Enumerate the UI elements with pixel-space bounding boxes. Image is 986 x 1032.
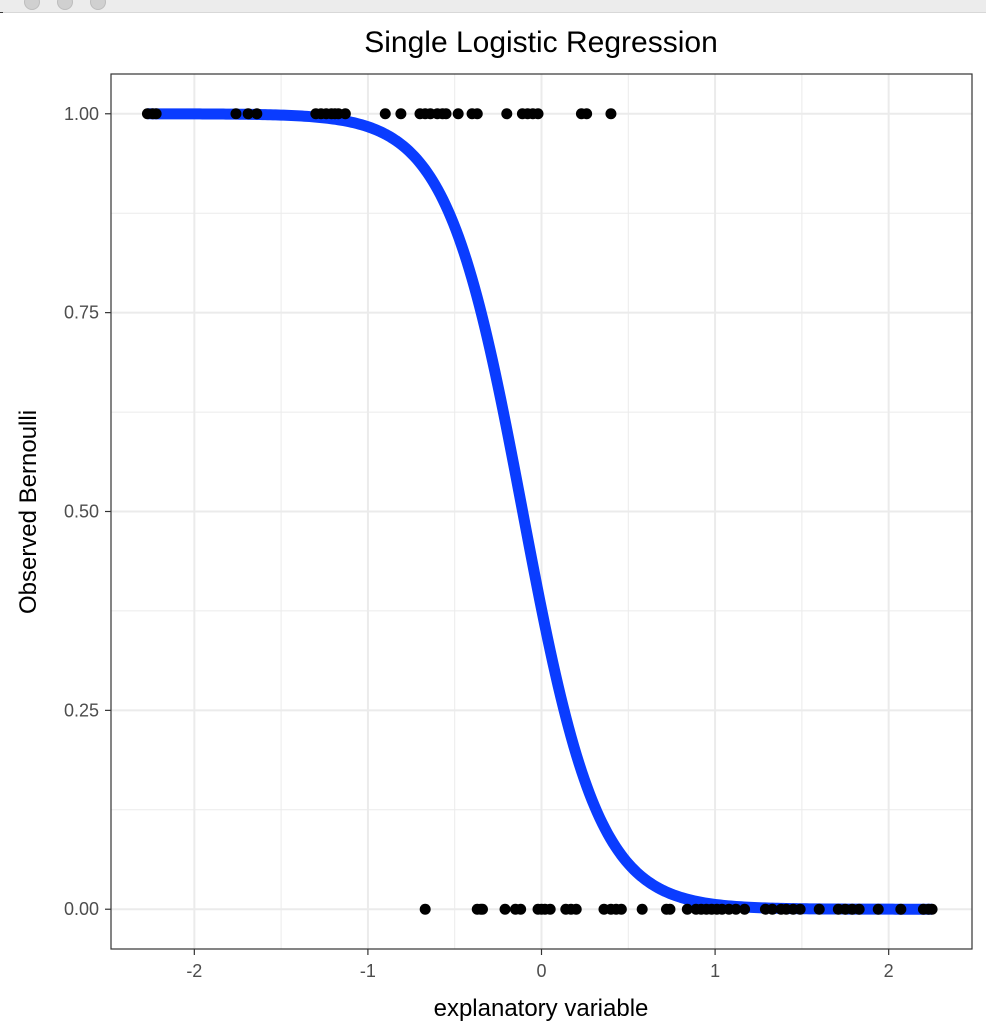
x-tick-label: -1 [360, 961, 376, 981]
window-title-bar [0, 0, 986, 13]
data-point [532, 108, 544, 120]
data-point [681, 903, 693, 915]
data-point [813, 903, 825, 915]
x-axis-ticks: -2 -1 0 1 2 [186, 949, 894, 981]
x-tick-label: -2 [186, 961, 202, 981]
y-tick-label: 0.50 [64, 502, 99, 522]
data-point [605, 108, 617, 120]
data-point [570, 903, 582, 915]
data-point [230, 108, 242, 120]
data-point [766, 903, 778, 915]
data-point [339, 108, 351, 120]
data-point [544, 903, 556, 915]
data-point [251, 108, 263, 120]
data-point [476, 903, 488, 915]
data-point [664, 903, 676, 915]
data-point [636, 903, 648, 915]
x-axis-title: explanatory variable [434, 995, 649, 1022]
x-tick-label: 1 [710, 961, 720, 981]
data-point [926, 903, 938, 915]
data-point [581, 108, 593, 120]
data-point [794, 903, 806, 915]
y-tick-label: 0.75 [64, 303, 99, 323]
y-axis-title: Observed Bernoulli [15, 410, 42, 614]
x-tick-label: 2 [884, 961, 894, 981]
data-point [739, 903, 751, 915]
data-point [150, 108, 162, 120]
data-point [872, 903, 884, 915]
y-tick-label: 0.25 [64, 700, 99, 720]
data-point [440, 108, 452, 120]
data-point [452, 108, 464, 120]
data-point [501, 108, 513, 120]
data-point [242, 108, 254, 120]
data-point [419, 903, 431, 915]
data-point [615, 903, 627, 915]
y-tick-label: 0.00 [64, 899, 99, 919]
data-point [730, 903, 742, 915]
data-point [471, 108, 483, 120]
y-axis-ticks: 0.00 0.25 0.50 0.75 1.00 [64, 104, 111, 919]
chart-title: Single Logistic Regression [364, 26, 718, 59]
data-point [853, 903, 865, 915]
data-point [515, 903, 527, 915]
data-points-layer [141, 108, 938, 915]
data-point [499, 903, 511, 915]
data-point [395, 108, 407, 120]
data-point [379, 108, 391, 120]
x-tick-label: 0 [536, 961, 546, 981]
data-point [895, 903, 907, 915]
y-tick-label: 1.00 [64, 104, 99, 124]
